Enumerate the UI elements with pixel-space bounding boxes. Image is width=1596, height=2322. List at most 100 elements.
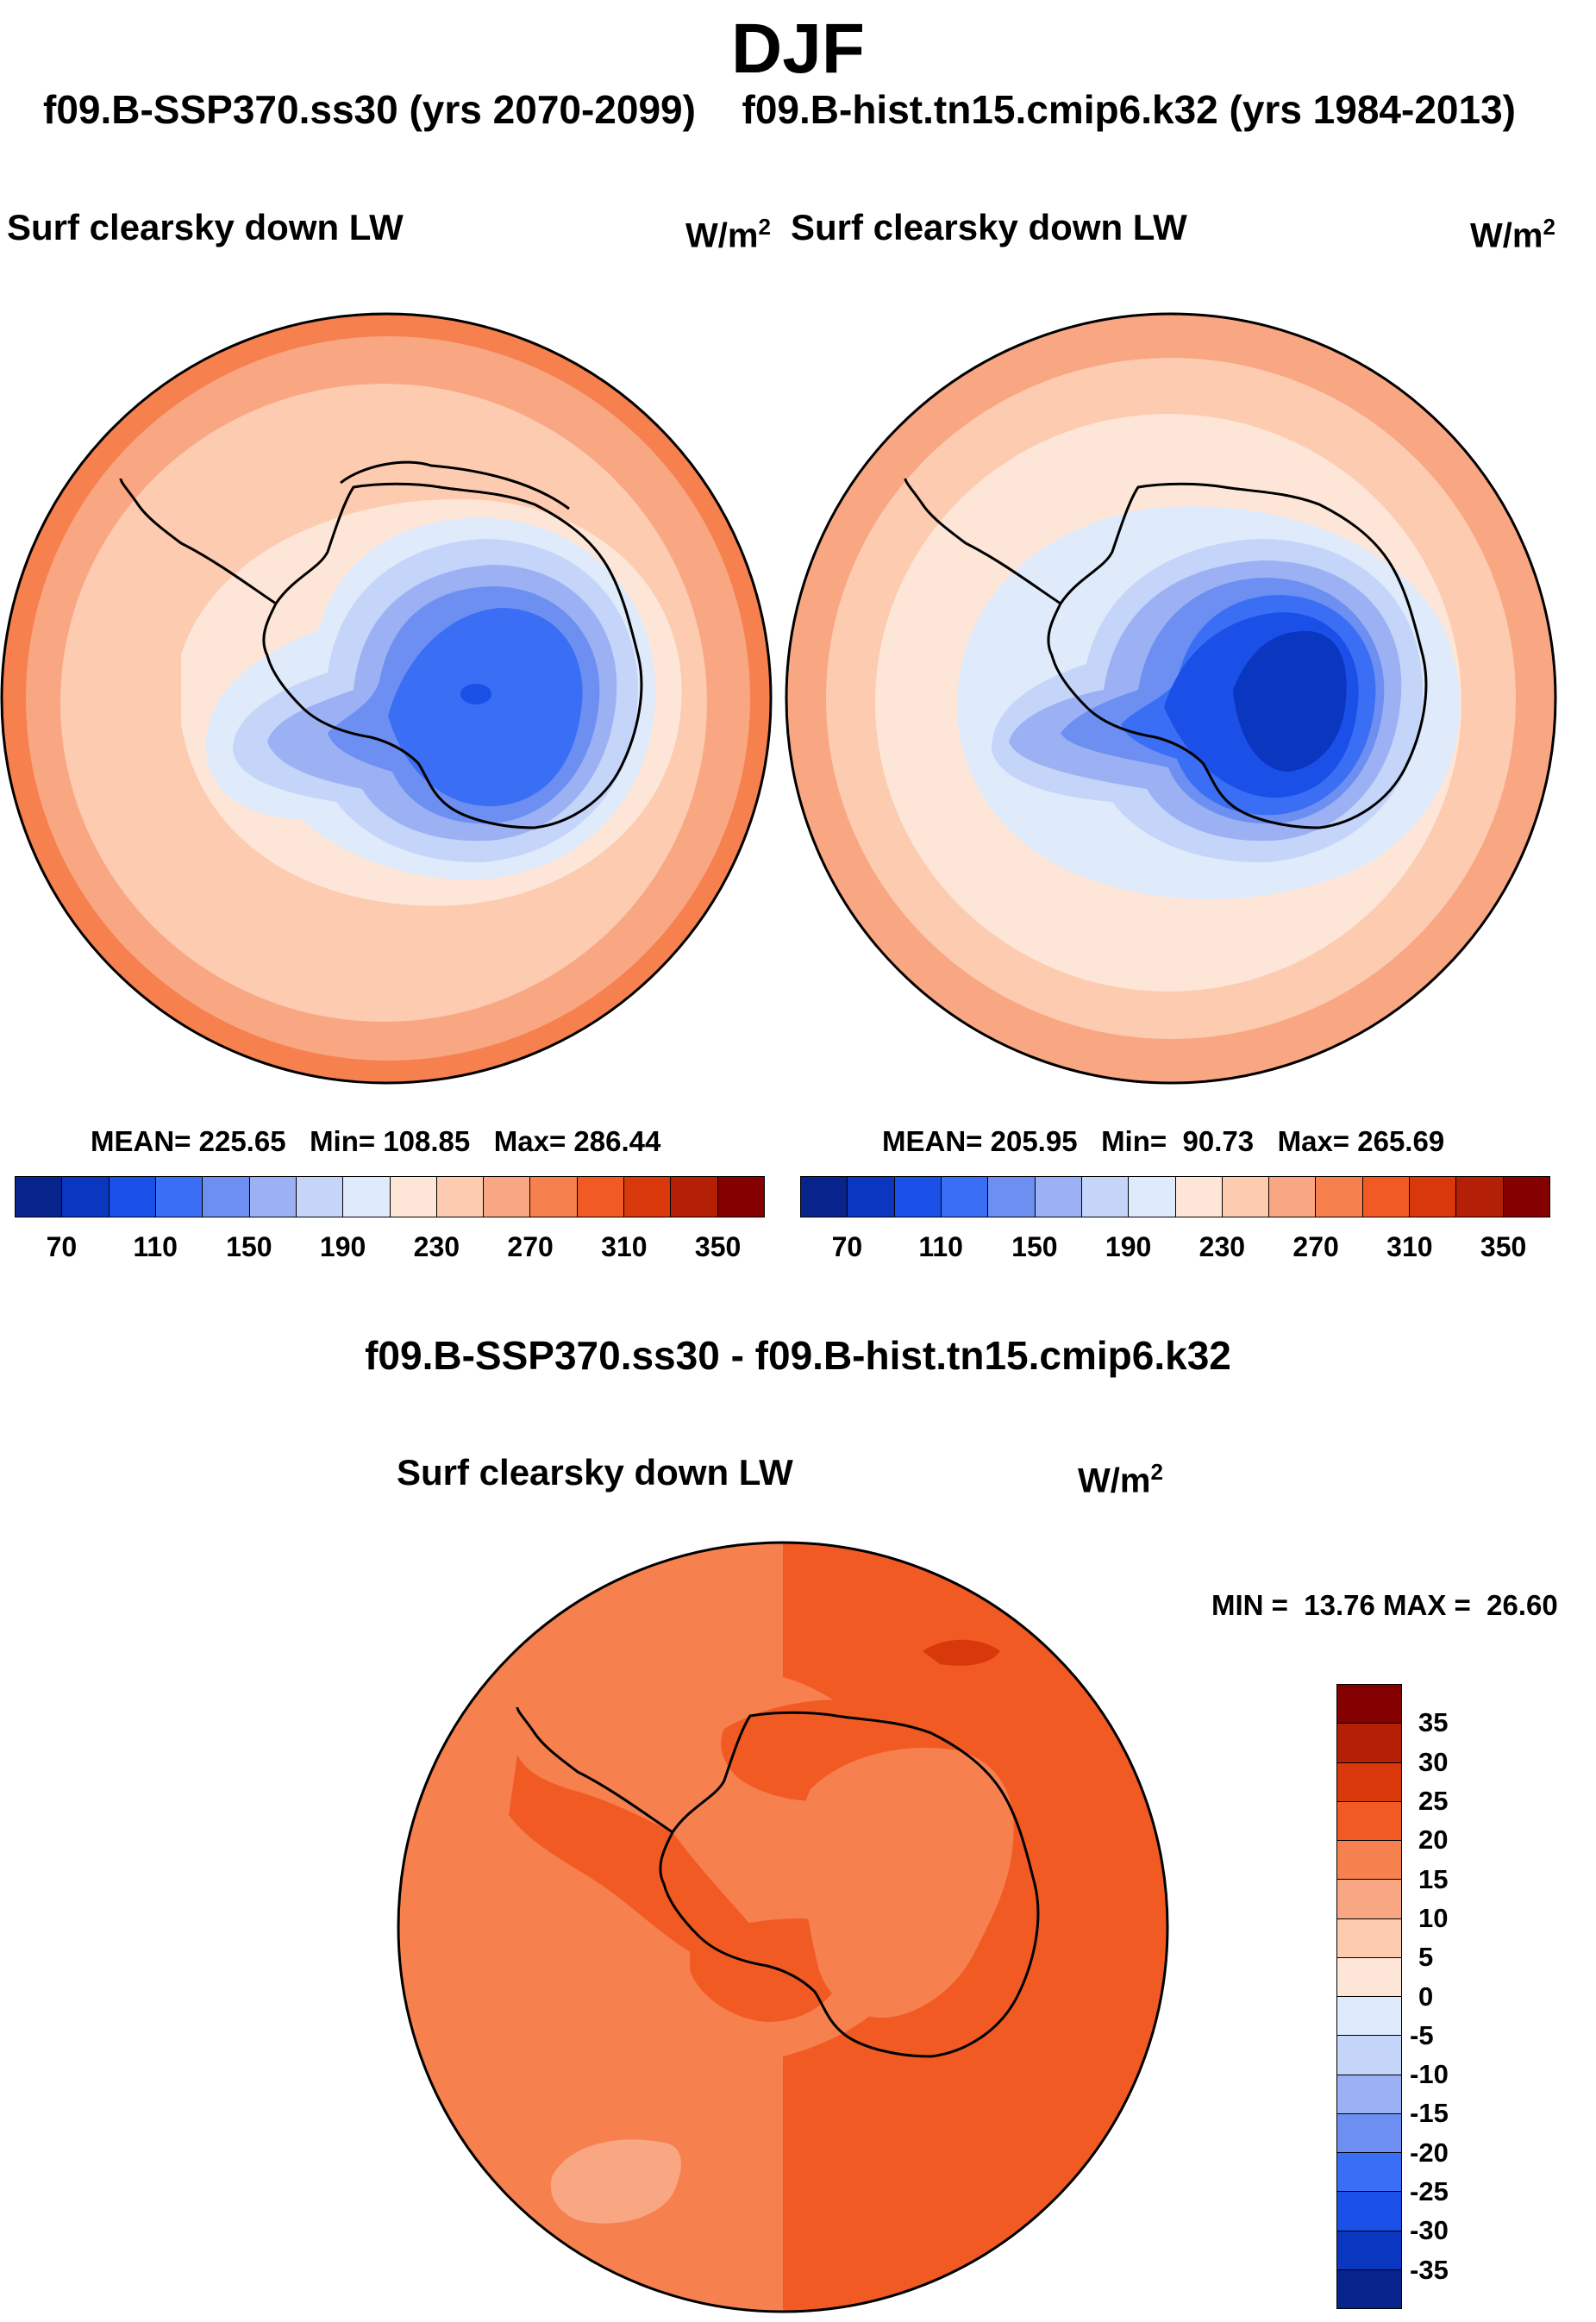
colorbar-swatch [577,1177,625,1217]
map1-level-110 [460,684,491,704]
colorbar-swatch [1362,1177,1411,1217]
colorbar-swatch [1337,2113,1401,2153]
colorbar-swatch [1456,1177,1504,1217]
colorbar-swatch [1222,1177,1270,1217]
colorbar-tick-label: 10 [1418,1902,1449,1933]
map2-coastline [1047,482,1428,829]
map1-peninsula [119,478,277,605]
season-title: DJF [731,9,865,88]
panel1-title: Surf clearsky down LW [7,207,404,247]
colorbar-tick-label: -30 [1410,2215,1449,2246]
colorbar-swatch [1129,1177,1176,1217]
colorbar-swatch [484,1177,531,1217]
panel1-colorbar [15,1176,765,1217]
colorbar-tick-label: -25 [1410,2176,1449,2207]
map3-island [517,1570,526,1577]
colorbar-swatch [988,1177,1036,1217]
map3-coastline [659,1711,1040,2058]
map1-island [172,359,181,366]
colorbar-tick-label: 310 [601,1231,648,1262]
map3-level-25 [923,1639,1000,1666]
colorbar-tick-label: 310 [1386,1231,1433,1262]
colorbar-swatch [1337,1685,1401,1724]
colorbar-swatch [1337,1997,1401,2037]
colorbar-swatch [1410,1177,1457,1217]
panel2-mean: 205.95 [990,1125,1078,1157]
colorbar-tick-label: -15 [1410,2098,1449,2129]
colorbar-tick-label: 190 [1105,1231,1152,1262]
map-panel3 [397,1541,1169,2313]
colorbar-swatch [203,1177,250,1217]
panel1-mean: 225.65 [198,1125,286,1157]
panel3-title: Surf clearsky down LW [397,1452,793,1493]
map1-level-130 [388,608,583,807]
colorbar-tick-label: 20 [1418,1824,1449,1856]
colorbar-tick-label: -20 [1410,2137,1449,2168]
test-case-label: f09.B-SSP370.ss30 (yrs 2070-2099) [43,87,696,132]
panel2-stats: MEAN= 205.95 Min= 90.73 Max= 265.69 [882,1125,1445,1157]
colorbar-swatch [1337,1918,1401,1958]
colorbar-tick-label: 350 [1480,1231,1527,1262]
colorbar-swatch [436,1177,485,1217]
panel3-max: 26.60 [1486,1589,1558,1621]
colorbar-tick-label: 230 [413,1231,460,1262]
colorbar-swatch [1337,1801,1401,1841]
colorbar-swatch [249,1177,297,1217]
colorbar-swatch [390,1177,437,1217]
map-panel1 [0,312,773,1085]
panel1-colorbar-labels: 70 110 150 190 230 270 310 350 [15,1231,765,1266]
map2-boundary [785,312,1557,1085]
colorbar-swatch [717,1177,764,1217]
colorbar-swatch [801,1177,848,1217]
colorbar-swatch [1337,2075,1401,2114]
panel1-min: 108.85 [383,1125,471,1157]
map3-level-20-peninsula [509,1755,776,1970]
colorbar-swatch [530,1177,578,1217]
map3-level-20-shelf [690,1918,848,2022]
panel3-units: W/m2 [1078,1459,1163,1500]
colorbar-swatch [1035,1177,1082,1217]
colorbar-tick-label: 15 [1418,1863,1449,1894]
case-subtitle: f09.B-SSP370.ss30 (yrs 2070-2099) f09.B-… [43,86,1516,133]
colorbar-swatch [624,1177,672,1217]
panel3-colorbar-labels: 35 30 25 20 15 10 5 0 -5 -10 -15 -20 -25 -30 -35 [1410,1684,1522,2309]
panel2-colorbar-labels: 70 110 150 190 230 270 310 350 [800,1231,1550,1266]
colorbar-tick-label: -35 [1410,2254,1449,2285]
map3-level-15-interior [801,1748,1014,2018]
colorbar-tick-label: 30 [1418,1746,1449,1777]
panel3-stats: MIN = 13.76 MAX = 26.60 [1211,1589,1558,1621]
panel2-colorbar [800,1176,1550,1217]
colorbar-swatch [1337,1880,1401,1919]
colorbar-tick-label: 70 [831,1231,863,1262]
colorbar-swatch [1337,2153,1401,2193]
panel2-max: 265.69 [1357,1125,1445,1157]
colorbar-swatch [1337,1762,1401,1802]
colorbar-tick-label: 70 [46,1231,78,1262]
colorbar-tick-label: 110 [133,1231,178,1262]
colorbar-tick-label: 270 [1292,1231,1339,1262]
panel1-max: 286.44 [573,1125,661,1157]
colorbar-tick-label: 150 [1011,1231,1058,1262]
map2-island [957,359,966,366]
colorbar-swatch [1337,2231,1401,2270]
colorbar-swatch [62,1177,110,1217]
colorbar-tick-label: 5 [1418,1942,1434,1973]
colorbar-tick-label: 110 [918,1231,963,1262]
panel3-colorbar [1336,1684,1402,2309]
colorbar-swatch [1337,2036,1401,2075]
colorbar-swatch [671,1177,718,1217]
colorbar-tick-label: 230 [1199,1231,1246,1262]
colorbar-swatch [1316,1177,1363,1217]
panel1-stats: MEAN= 225.65 Min= 108.85 Max= 286.44 [91,1125,661,1157]
map3-level-10 [550,2139,681,2224]
colorbar-tick-label: 25 [1418,1785,1449,1816]
colorbar-tick-label: 0 [1418,1981,1434,2012]
colorbar-tick-label: 150 [226,1231,272,1262]
panel2-title: Surf clearsky down LW [791,207,1187,247]
colorbar-swatch [1337,2269,1401,2308]
colorbar-tick-label: 35 [1418,1707,1449,1738]
panel1-units: W/m2 [685,214,771,255]
colorbar-swatch [1503,1177,1549,1217]
colorbar-swatch [1269,1177,1317,1217]
colorbar-swatch [1337,2192,1401,2231]
